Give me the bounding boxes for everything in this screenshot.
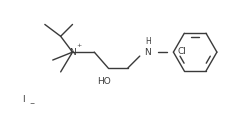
Text: −: − [29, 100, 35, 105]
Text: I: I [22, 95, 24, 104]
Text: H: H [145, 37, 151, 46]
Text: Cl: Cl [178, 47, 187, 56]
Text: N: N [144, 48, 151, 57]
Text: +: + [77, 43, 82, 48]
Text: N: N [69, 48, 76, 57]
Text: HO: HO [97, 77, 111, 86]
